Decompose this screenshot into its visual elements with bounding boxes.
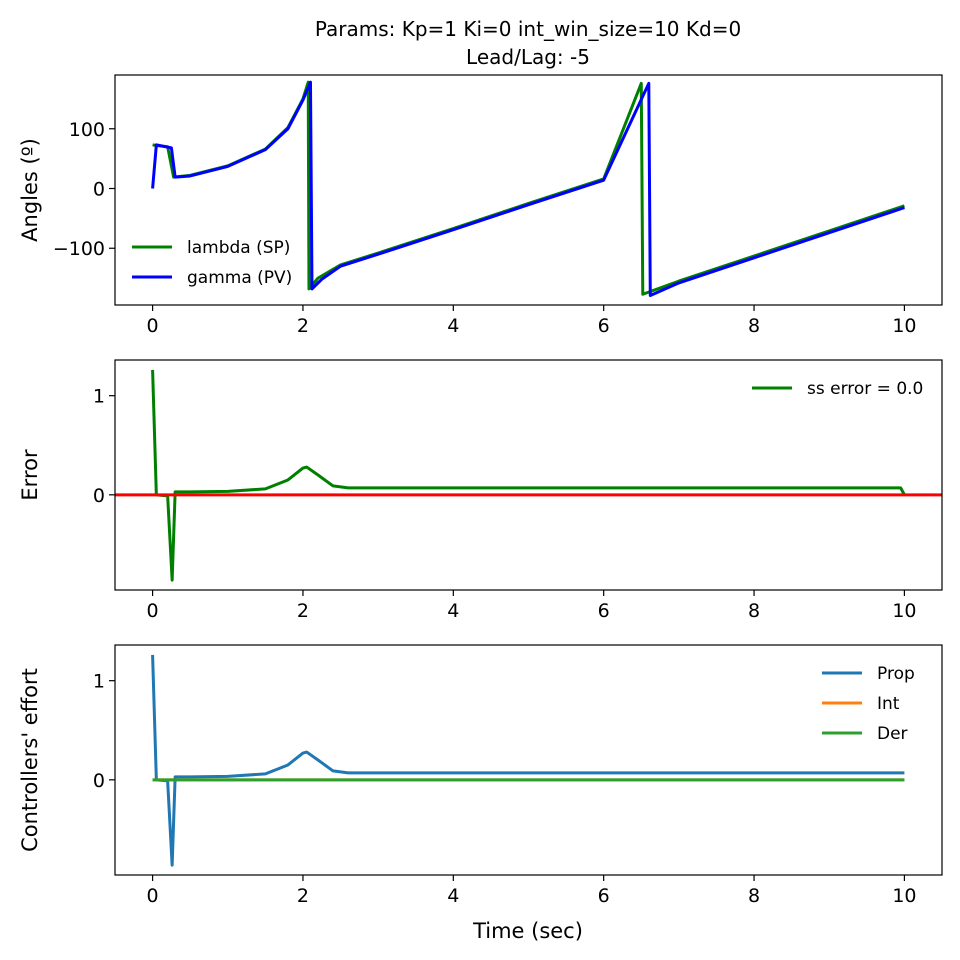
x-tick-label: 4 bbox=[447, 600, 459, 622]
legend-label: Int bbox=[877, 694, 900, 714]
legend-label: lambda (SP) bbox=[187, 238, 290, 258]
legend-label: gamma (PV) bbox=[187, 268, 292, 288]
x-tick-label: 8 bbox=[748, 885, 760, 907]
legend: ss error = 0.0 bbox=[752, 379, 923, 399]
x-axis-label: Time (sec) bbox=[472, 919, 583, 943]
y-tick-label: 0 bbox=[93, 770, 105, 792]
x-tick-label: 0 bbox=[147, 600, 159, 622]
x-tick-label: 0 bbox=[147, 885, 159, 907]
x-tick-label: 8 bbox=[748, 315, 760, 337]
legend: Prop Int Der bbox=[822, 664, 915, 744]
series-line-lambda-sp bbox=[152, 80, 905, 296]
error-subplot: 0 2 4 6 8 10 0 1 Error ss error = 0.0 bbox=[18, 359, 943, 622]
y-axis-label: Angles (º) bbox=[18, 138, 42, 242]
legend-label: Der bbox=[877, 724, 908, 744]
chart-title-line1: Params: Kp=1 Ki=0 int_win_size=10 Kd=0 bbox=[315, 17, 741, 41]
y-tick-label: 1 bbox=[93, 386, 105, 408]
y-axis-label: Controllers' effort bbox=[18, 668, 42, 852]
x-tick-label: 10 bbox=[892, 600, 916, 622]
legend-label: Prop bbox=[877, 664, 915, 684]
y-tick-label: 0 bbox=[93, 485, 105, 507]
axes-frame bbox=[114, 359, 943, 591]
x-tick-label: 10 bbox=[892, 315, 916, 337]
axes-frame bbox=[114, 644, 943, 876]
y-tick-label: 1 bbox=[93, 671, 105, 693]
x-tick-label: 0 bbox=[147, 315, 159, 337]
x-tick-label: 4 bbox=[447, 885, 459, 907]
y-tick-label: −100 bbox=[53, 238, 105, 260]
x-tick-label: 2 bbox=[297, 600, 309, 622]
plot-area bbox=[151, 654, 905, 867]
y-axis-label: Error bbox=[18, 449, 42, 501]
legend-label: ss error = 0.0 bbox=[807, 379, 923, 399]
x-tick-label: 4 bbox=[447, 315, 459, 337]
x-tick-label: 6 bbox=[598, 315, 610, 337]
series-line-gamma-pv bbox=[151, 80, 905, 297]
y-tick-label: 0 bbox=[93, 179, 105, 201]
angles-subplot: 0 2 4 6 8 10 −100 0 100 Angles (º) lambda (SP) gamm… bbox=[18, 74, 943, 337]
plot-area bbox=[115, 369, 942, 582]
x-tick-label: 8 bbox=[748, 600, 760, 622]
series-line-ss-error-0-0 bbox=[151, 369, 906, 582]
axes-frame bbox=[114, 74, 943, 306]
x-tick-label: 2 bbox=[297, 885, 309, 907]
x-tick-label: 2 bbox=[297, 315, 309, 337]
series-line-prop bbox=[151, 654, 905, 867]
legend: lambda (SP) gamma (PV) bbox=[132, 238, 292, 288]
chart-title-line2: Lead/Lag: -5 bbox=[466, 45, 590, 69]
effort-subplot: 0 2 4 6 8 10 0 1 Controllers' effort Prop Int Der bbox=[18, 644, 943, 907]
plot-area bbox=[151, 80, 905, 297]
x-tick-label: 6 bbox=[598, 885, 610, 907]
x-tick-label: 6 bbox=[598, 600, 610, 622]
y-tick-label: 100 bbox=[69, 119, 105, 141]
x-tick-label: 10 bbox=[892, 885, 916, 907]
